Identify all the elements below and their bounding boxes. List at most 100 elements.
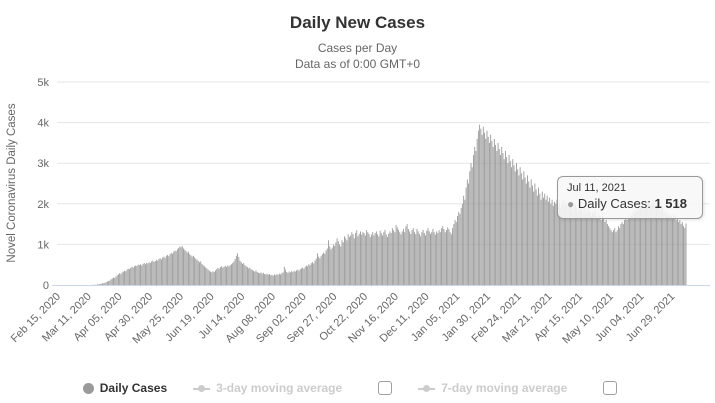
bar[interactable] [345, 238, 347, 285]
bar[interactable] [186, 252, 188, 285]
bar[interactable] [113, 277, 114, 285]
bar[interactable] [471, 167, 473, 285]
bar[interactable] [313, 263, 315, 285]
bar[interactable] [638, 209, 640, 285]
bar[interactable] [630, 213, 632, 285]
bar[interactable] [175, 251, 177, 285]
bar[interactable] [540, 199, 542, 285]
bar[interactable] [173, 251, 175, 285]
bar[interactable] [680, 224, 682, 285]
bar[interactable] [308, 264, 310, 285]
bar[interactable] [541, 191, 543, 285]
bar[interactable] [431, 232, 433, 285]
bar[interactable] [675, 220, 677, 285]
bar[interactable] [326, 248, 328, 285]
bar[interactable] [635, 209, 637, 285]
bar[interactable] [142, 263, 144, 285]
bar[interactable] [120, 274, 122, 285]
bar[interactable] [519, 167, 521, 285]
bar[interactable] [629, 218, 630, 285]
bar[interactable] [665, 213, 667, 285]
bar[interactable] [415, 234, 417, 285]
bar[interactable] [291, 271, 293, 285]
bar[interactable] [448, 228, 450, 285]
bar[interactable] [647, 199, 649, 285]
bar[interactable] [457, 215, 458, 285]
bar[interactable] [616, 230, 618, 285]
bar[interactable] [212, 271, 214, 285]
bar[interactable] [323, 252, 325, 285]
bar[interactable] [116, 275, 118, 285]
bar[interactable] [641, 207, 643, 285]
bar[interactable] [643, 205, 645, 285]
bar[interactable] [640, 205, 641, 285]
bar[interactable] [314, 260, 316, 285]
bar[interactable] [504, 151, 506, 285]
bar[interactable] [597, 218, 598, 285]
bar[interactable] [668, 215, 670, 285]
bar[interactable] [606, 224, 608, 285]
bar[interactable] [228, 266, 230, 285]
bar[interactable] [492, 146, 494, 285]
bar[interactable] [256, 272, 258, 285]
bar[interactable] [380, 233, 382, 285]
bar[interactable] [660, 205, 662, 285]
bar[interactable] [605, 220, 607, 285]
bar[interactable] [324, 253, 326, 285]
bar[interactable] [420, 236, 422, 285]
bar[interactable] [522, 179, 524, 285]
bar[interactable] [658, 207, 660, 285]
bar[interactable] [582, 211, 584, 285]
bar[interactable] [498, 148, 500, 285]
bar[interactable] [124, 270, 126, 285]
bar[interactable] [594, 209, 596, 285]
bar[interactable] [559, 201, 560, 285]
legend-item-7day-avg[interactable]: 7-day moving average [418, 381, 567, 395]
bar[interactable] [110, 279, 112, 285]
bar[interactable] [476, 138, 478, 285]
bar[interactable] [375, 231, 377, 285]
bar[interactable] [269, 274, 270, 285]
bar[interactable] [189, 254, 191, 285]
bar[interactable] [426, 230, 428, 285]
bar[interactable] [274, 274, 275, 285]
bar[interactable] [514, 171, 516, 285]
bar[interactable] [240, 262, 242, 285]
bar[interactable] [229, 265, 231, 285]
bar[interactable] [178, 248, 180, 285]
bar[interactable] [674, 215, 676, 285]
bar[interactable] [477, 130, 479, 285]
bar[interactable] [103, 283, 105, 285]
bar[interactable] [571, 207, 573, 285]
bar[interactable] [378, 236, 380, 285]
bar[interactable] [119, 273, 121, 285]
bar[interactable] [280, 274, 282, 285]
bar[interactable] [261, 273, 263, 285]
bar[interactable] [351, 232, 353, 285]
bar[interactable] [577, 211, 579, 285]
bar[interactable] [369, 237, 371, 285]
bar[interactable] [604, 222, 606, 285]
bar[interactable] [395, 224, 397, 285]
bar[interactable] [422, 229, 424, 285]
bar[interactable] [99, 283, 101, 285]
bar[interactable] [132, 267, 134, 285]
bar[interactable] [649, 205, 651, 285]
bar[interactable] [325, 250, 327, 285]
bar[interactable] [339, 244, 341, 285]
bar[interactable] [359, 231, 361, 285]
bar[interactable] [299, 269, 301, 285]
bar[interactable] [167, 254, 169, 285]
bar[interactable] [341, 240, 343, 285]
bar[interactable] [684, 228, 686, 285]
bar[interactable] [470, 163, 472, 285]
bar[interactable] [367, 232, 369, 285]
bar[interactable] [133, 266, 135, 285]
bar[interactable] [152, 260, 154, 285]
bar[interactable] [162, 257, 164, 285]
bar[interactable] [681, 222, 683, 285]
bar[interactable] [239, 260, 241, 285]
bar[interactable] [104, 282, 106, 285]
bar[interactable] [525, 183, 527, 286]
bar[interactable] [302, 267, 304, 285]
